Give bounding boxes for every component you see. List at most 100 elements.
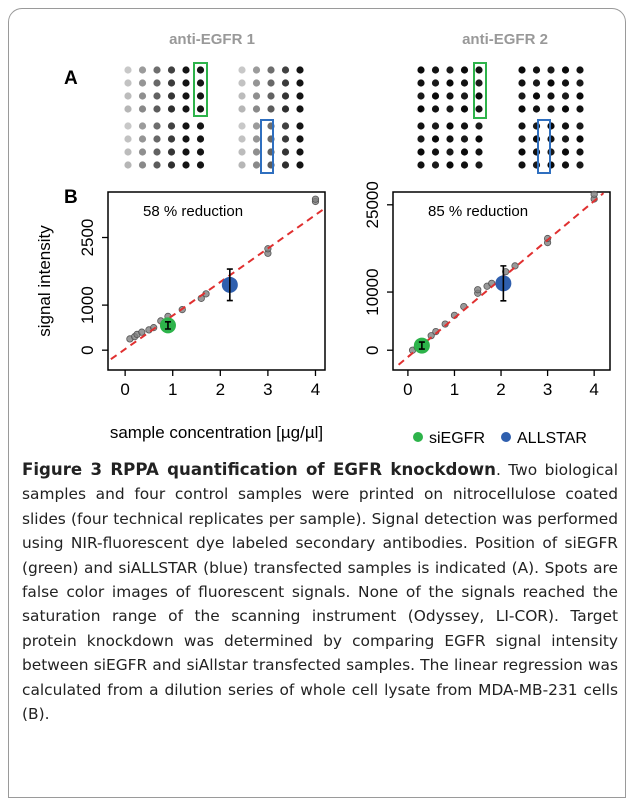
spot xyxy=(446,148,453,155)
spot xyxy=(432,92,439,99)
spot xyxy=(282,79,289,86)
spot xyxy=(518,148,525,155)
spot xyxy=(153,105,160,112)
spot xyxy=(533,148,540,155)
spot xyxy=(238,79,245,86)
spot xyxy=(417,122,424,129)
spot xyxy=(124,92,131,99)
y-tick-label: 0 xyxy=(78,345,97,354)
y-tick-label: 0 xyxy=(363,345,382,354)
spot xyxy=(139,92,146,99)
spot xyxy=(533,161,540,168)
spot xyxy=(533,105,540,112)
spot xyxy=(296,161,303,168)
spot xyxy=(547,79,554,86)
spot xyxy=(518,135,525,142)
spot xyxy=(461,105,468,112)
spot xyxy=(139,161,146,168)
spot xyxy=(296,79,303,86)
spot xyxy=(267,79,274,86)
spot xyxy=(124,79,131,86)
spot xyxy=(461,148,468,155)
spot xyxy=(562,148,569,155)
spot xyxy=(562,135,569,142)
dilution-point xyxy=(475,287,481,293)
spot xyxy=(139,122,146,129)
spot xyxy=(253,122,260,129)
array-title: anti-EGFR 2 xyxy=(462,31,548,48)
regression-line xyxy=(111,208,325,359)
x-tick-label: 2 xyxy=(496,380,505,399)
spot xyxy=(562,122,569,129)
spot xyxy=(518,92,525,99)
spot xyxy=(238,161,245,168)
spot xyxy=(182,135,189,142)
caption-text: . Two biological samples and four contro… xyxy=(22,461,618,723)
spot xyxy=(153,122,160,129)
spot xyxy=(182,92,189,99)
spot xyxy=(197,79,204,86)
y-tick-label: 10000 xyxy=(363,268,382,315)
spot xyxy=(576,66,583,73)
spot xyxy=(296,148,303,155)
spot xyxy=(168,66,175,73)
spot xyxy=(475,79,482,86)
spot xyxy=(197,161,204,168)
spot xyxy=(139,66,146,73)
x-axis-label: sample concentration [µg/µl] xyxy=(110,423,323,442)
spot xyxy=(576,79,583,86)
spot xyxy=(461,122,468,129)
spot xyxy=(282,105,289,112)
spot xyxy=(168,79,175,86)
spot xyxy=(562,66,569,73)
dilution-point xyxy=(312,196,318,202)
spot xyxy=(238,122,245,129)
x-tick-label: 2 xyxy=(216,380,225,399)
caption: Figure 3 RPPA quantification of EGFR kno… xyxy=(22,458,618,726)
spot xyxy=(238,135,245,142)
spot xyxy=(417,105,424,112)
spot xyxy=(253,79,260,86)
spot xyxy=(446,92,453,99)
spot xyxy=(197,135,204,142)
spot xyxy=(432,105,439,112)
spot xyxy=(475,122,482,129)
x-tick-label: 0 xyxy=(120,380,129,399)
spot xyxy=(168,92,175,99)
annotation: 58 % reduction xyxy=(143,203,243,220)
spot xyxy=(518,66,525,73)
y-tick-label: 25000 xyxy=(363,181,382,228)
y-axis-label: signal intensity xyxy=(35,225,54,337)
spot xyxy=(253,92,260,99)
spot xyxy=(417,148,424,155)
spot xyxy=(182,122,189,129)
spot xyxy=(267,66,274,73)
spot xyxy=(182,105,189,112)
spot xyxy=(153,148,160,155)
y-tick-label: 1000 xyxy=(78,286,97,324)
x-tick-label: 3 xyxy=(263,380,272,399)
spot xyxy=(446,105,453,112)
spot xyxy=(182,66,189,73)
spot xyxy=(461,66,468,73)
spot xyxy=(168,148,175,155)
spot xyxy=(562,92,569,99)
spot xyxy=(576,122,583,129)
spot xyxy=(197,105,204,112)
spot xyxy=(518,79,525,86)
spot xyxy=(168,135,175,142)
spot xyxy=(475,66,482,73)
x-tick-label: 4 xyxy=(589,380,598,399)
spot xyxy=(547,105,554,112)
spot xyxy=(153,135,160,142)
spot xyxy=(475,92,482,99)
annotation: 85 % reduction xyxy=(428,203,528,220)
spot xyxy=(533,122,540,129)
spot xyxy=(153,161,160,168)
caption-title: Figure 3 RPPA quantification of EGFR kno… xyxy=(22,460,496,479)
spot xyxy=(446,161,453,168)
spot xyxy=(432,161,439,168)
spot xyxy=(282,161,289,168)
spot xyxy=(475,105,482,112)
